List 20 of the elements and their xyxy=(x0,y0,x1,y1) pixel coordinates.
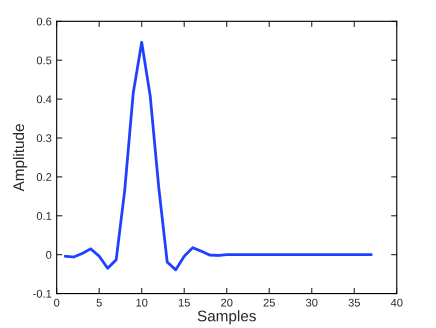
y-tick-label: 0.4 xyxy=(36,95,52,104)
x-tick-label: 25 xyxy=(264,298,275,307)
x-tick-label: 40 xyxy=(390,298,403,307)
y-tick-label: 0.1 xyxy=(36,212,52,220)
y-tick-label: 0.2 xyxy=(36,173,52,182)
y-tick-label: 0.6 xyxy=(36,18,52,26)
y-axis-title: Amplitude xyxy=(12,124,28,192)
x-tick-label: 5 xyxy=(96,298,102,307)
x-axis-title: Samples xyxy=(198,310,256,324)
y-tick-label: 0.5 xyxy=(36,56,52,64)
y-tick-label: 0 xyxy=(46,250,52,259)
x-tick-label: 15 xyxy=(178,298,190,307)
x-tick-label: 30 xyxy=(306,298,318,307)
x-tick-label: 0 xyxy=(54,298,60,307)
y-tick-label: -0.1 xyxy=(33,290,52,298)
x-tick-label: 10 xyxy=(136,298,148,307)
x-tick-label: 20 xyxy=(221,298,232,307)
x-tick-label: 35 xyxy=(348,298,360,307)
y-tick-label: 0.3 xyxy=(36,134,52,142)
line-series xyxy=(64,40,373,272)
